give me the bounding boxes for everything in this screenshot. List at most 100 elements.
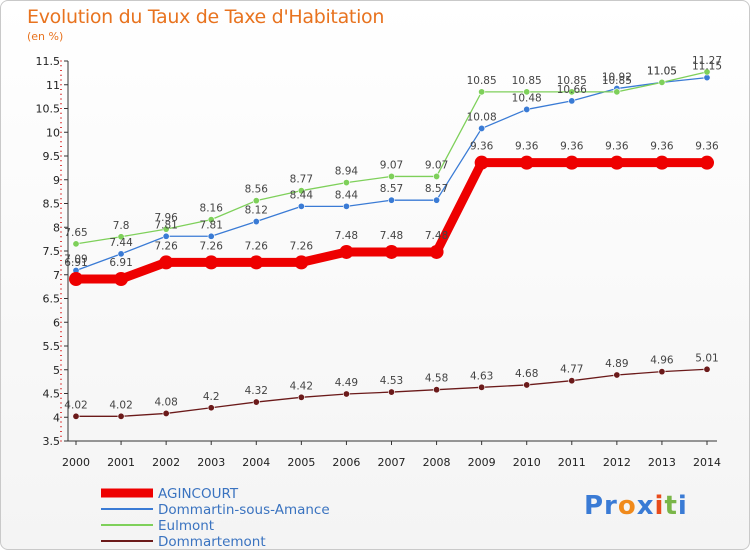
data-point	[117, 412, 125, 420]
x-tick-label: 2009	[468, 456, 496, 469]
x-tick-label: 2003	[197, 456, 225, 469]
data-point	[294, 255, 309, 270]
data-label: 10.92	[602, 72, 632, 84]
data-point	[387, 172, 395, 180]
x-tick-label: 2006	[332, 456, 360, 469]
data-point	[519, 155, 534, 170]
data-label: 9.36	[695, 141, 719, 153]
data-point	[342, 179, 350, 187]
data-point	[613, 88, 621, 96]
data-point	[478, 88, 486, 96]
data-label: 4.42	[290, 380, 313, 392]
data-label: 10.85	[467, 75, 497, 87]
data-label: 7.65	[64, 227, 87, 239]
y-tick-label: 5.5	[43, 340, 61, 353]
y-tick-label: 11.5	[36, 55, 61, 68]
data-point	[384, 244, 399, 259]
x-tick-label: 2010	[513, 456, 541, 469]
legend-label: AGINCOURT	[158, 486, 239, 502]
data-label: 4.49	[335, 377, 358, 389]
legend-label: Dommartin-sous-Amance	[158, 502, 330, 518]
data-label: 4.32	[245, 385, 268, 397]
data-label: 8.57	[425, 183, 448, 195]
proxiti-logo: Proxiti	[584, 491, 688, 521]
y-tick-label: 4	[53, 411, 60, 424]
data-label: 9.36	[470, 141, 494, 153]
x-tick-label: 2000	[62, 456, 90, 469]
data-point	[159, 255, 174, 270]
data-point	[249, 255, 264, 270]
data-label: 7.48	[380, 230, 403, 242]
data-label: 10.08	[467, 111, 497, 123]
y-tick-label: 8	[53, 221, 60, 234]
data-label: 7.09	[64, 253, 87, 265]
y-tick-label: 6	[53, 316, 60, 329]
data-label: 8.44	[335, 189, 359, 201]
y-tick-label: 9	[53, 174, 60, 187]
data-point	[72, 412, 80, 420]
data-label: 10.66	[557, 84, 587, 96]
data-point	[568, 88, 576, 96]
x-tick-label: 2001	[107, 456, 135, 469]
data-label: 11.05	[647, 65, 677, 77]
data-label: 7.8	[113, 220, 130, 232]
y-tick-label: 11	[46, 79, 60, 92]
y-tick-label: 3.5	[43, 435, 61, 448]
data-point	[474, 155, 489, 170]
data-point	[568, 377, 576, 385]
legend-label: Dommartemont	[158, 534, 266, 550]
data-point	[207, 404, 215, 412]
data-point	[429, 244, 444, 259]
chart-title: Evolution du Taux de Taxe d'Habitation	[27, 6, 385, 28]
data-point	[72, 240, 80, 248]
y-tick-label: 10.5	[36, 103, 61, 116]
y-tick-label: 9.5	[43, 150, 61, 163]
data-label: 10.48	[512, 92, 542, 104]
y-tick-label: 7	[53, 269, 60, 282]
data-label: 4.08	[154, 396, 177, 408]
data-label: 11.27	[692, 55, 722, 67]
data-label: 9.36	[560, 141, 584, 153]
y-tick-label: 7.5	[43, 245, 61, 258]
unit-label: (en %)	[27, 30, 64, 43]
x-tick-label: 2008	[423, 456, 451, 469]
data-point	[114, 272, 129, 287]
data-point	[658, 368, 666, 376]
data-label: 7.26	[154, 240, 178, 252]
data-label: 8.44	[290, 189, 314, 201]
data-point	[564, 155, 579, 170]
data-point	[703, 68, 711, 76]
y-tick-label: 8.5	[43, 198, 61, 211]
data-label: 8.94	[335, 166, 359, 178]
data-label: 8.57	[380, 183, 403, 195]
data-label: 7.44	[109, 237, 133, 249]
x-tick-label: 2012	[603, 456, 631, 469]
data-point	[207, 216, 215, 224]
data-point	[433, 386, 441, 394]
data-point	[613, 371, 621, 379]
data-point	[69, 272, 83, 287]
data-point	[523, 381, 531, 389]
data-label: 9.36	[650, 141, 674, 153]
data-point	[162, 409, 170, 417]
data-label: 8.56	[245, 184, 269, 196]
data-point	[252, 218, 260, 226]
data-label: 4.96	[650, 355, 674, 367]
data-point	[117, 233, 125, 241]
data-label: 4.89	[605, 358, 628, 370]
data-label: 4.63	[470, 370, 493, 382]
data-point	[342, 390, 350, 398]
data-point	[297, 393, 305, 401]
data-label: 10.85	[602, 75, 632, 87]
data-label: 7.26	[245, 240, 269, 252]
data-label: 9.07	[380, 159, 403, 171]
data-point	[117, 250, 125, 258]
data-point	[478, 383, 486, 391]
data-label: 4.58	[425, 373, 448, 385]
data-point	[297, 187, 305, 195]
y-tick-label: 10	[46, 126, 60, 139]
x-tick-label: 2004	[242, 456, 270, 469]
data-point	[433, 196, 441, 204]
data-point	[433, 172, 441, 180]
